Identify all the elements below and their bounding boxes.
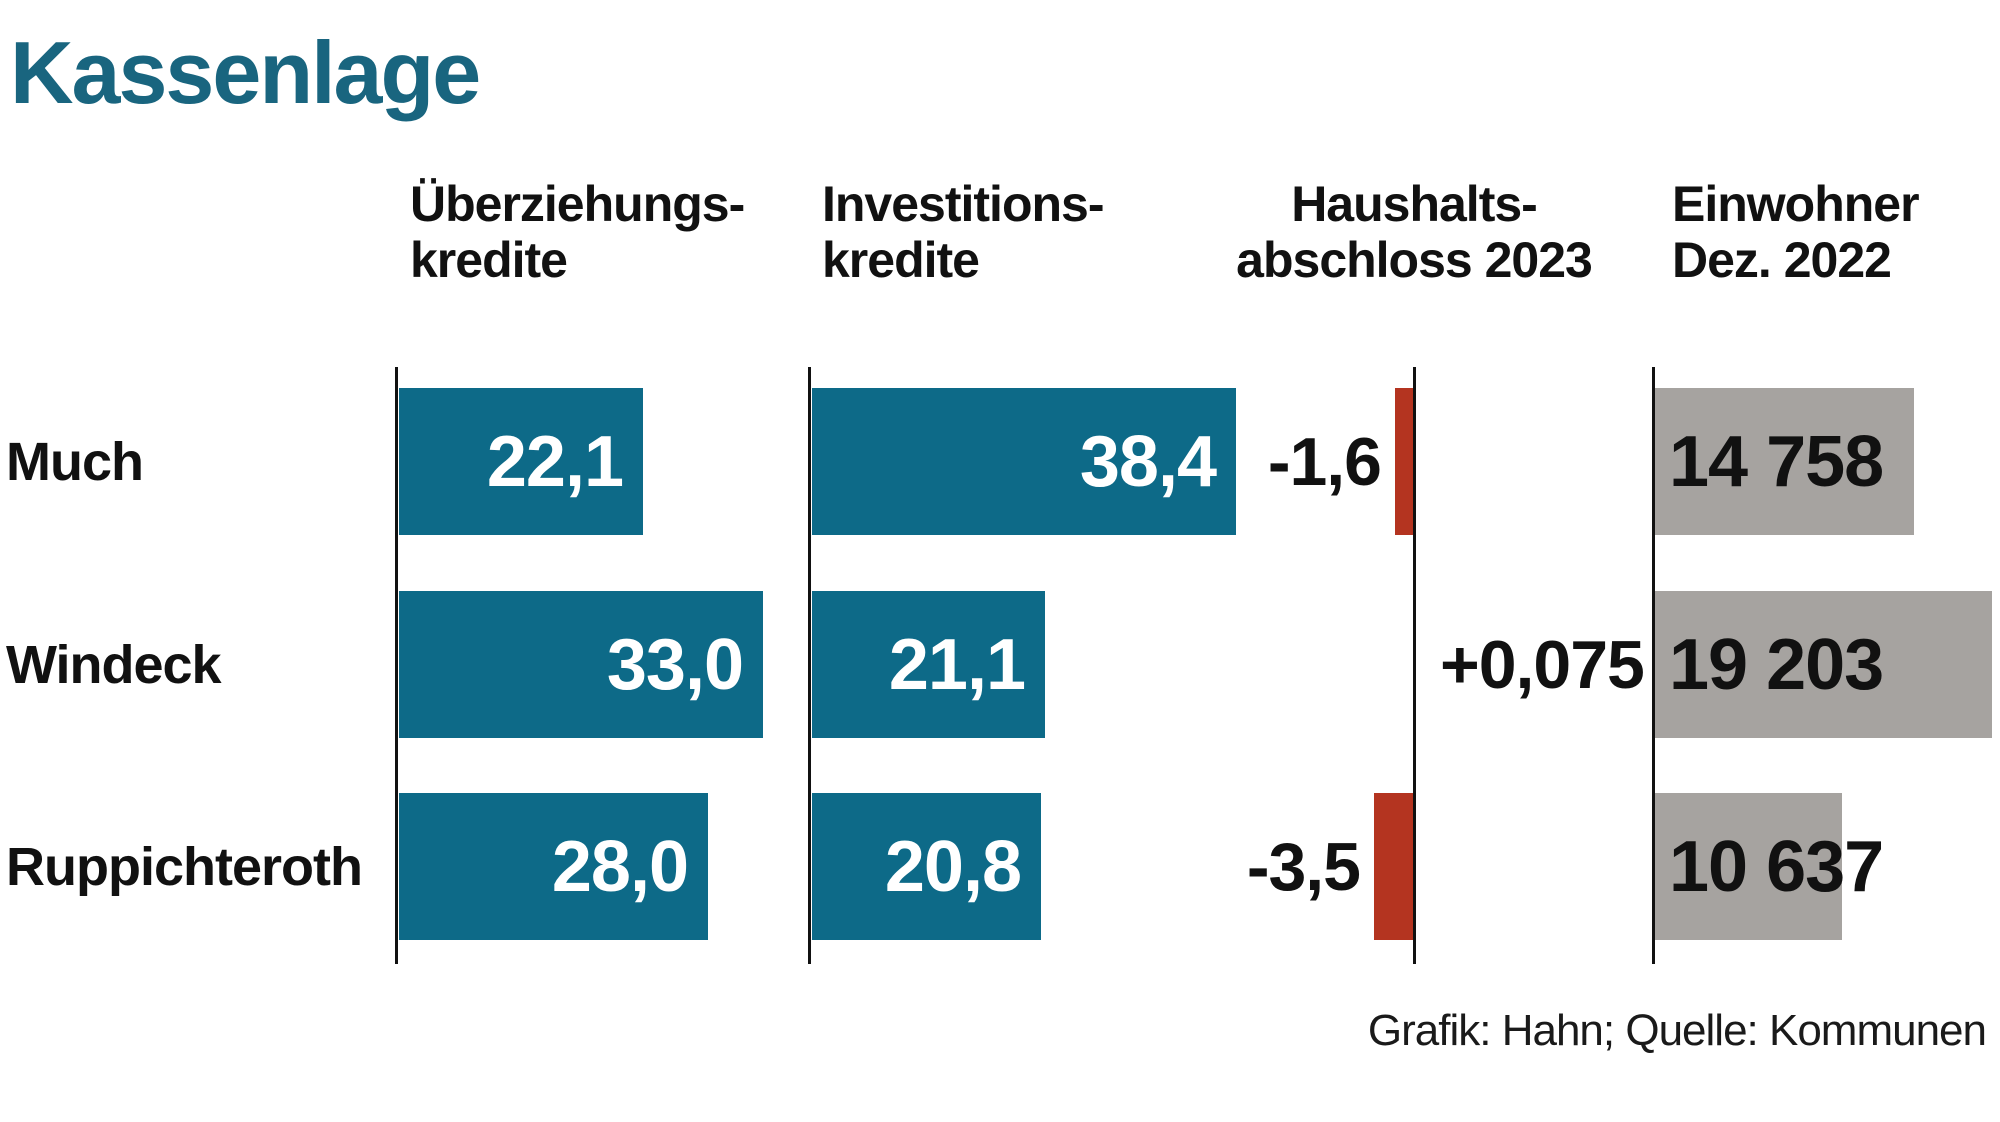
bar-value-label: 28,0 [551, 826, 689, 907]
column-header-line: Einwohner [1672, 176, 1920, 232]
bar-einwohner-windeck: 19 203 [1655, 591, 1992, 738]
column-header-einwohner: Einwohner Dez. 2022 [1672, 176, 1920, 288]
bar-investitionskredite-much: 38,4 [812, 388, 1236, 535]
bar-value-label: 21,1 [888, 624, 1026, 705]
bar-value-label: 38,4 [1079, 421, 1217, 502]
row-label-ruppichteroth: Ruppichteroth [6, 836, 363, 897]
bar-einwohner-ruppichteroth: 10 637 [1655, 793, 1884, 940]
value-haushaltsabschluss-much: -1,6 [1267, 423, 1382, 500]
bar-value-label: 20,8 [884, 826, 1022, 907]
axis-haushaltsabschluss [1413, 367, 1416, 964]
column-header-line: Haushalts- [1291, 176, 1538, 232]
column-header-haushaltsabschluss: Haushalts- abschloss 2023 [1236, 176, 1593, 288]
column-header-line: abschloss 2023 [1236, 232, 1593, 288]
column-header-investitionskredite: Investitions- kredite [822, 176, 1104, 288]
value-haushaltsabschluss-ruppichteroth: -3,5 [1246, 828, 1361, 905]
axis-ueberziehungskredite [395, 367, 398, 964]
bar-value-label: 14 758 [1669, 421, 1884, 502]
column-header-line: Dez. 2022 [1672, 232, 1892, 288]
bar-ueberziehungskredite-much: 22,1 [399, 388, 643, 535]
bar-ueberziehungskredite-ruppichteroth: 28,0 [399, 793, 708, 940]
bar-investitionskredite-windeck: 21,1 [812, 591, 1045, 738]
row-label-much: Much [6, 431, 144, 492]
bar-value-label: 10 637 [1669, 826, 1884, 907]
column-header-line: kredite [822, 232, 980, 288]
column-header-ueberziehungskredite: Überziehungs- kredite [410, 176, 745, 288]
row-label-windeck: Windeck [6, 634, 222, 695]
bar-value-label: 33,0 [606, 624, 744, 705]
bar-value-label: 19 203 [1669, 624, 1884, 705]
bar-haushaltsabschluss-ruppichteroth [1374, 793, 1413, 940]
column-header-line: kredite [410, 232, 568, 288]
bar-haushaltsabschluss-much [1395, 388, 1413, 535]
axis-investitionskredite [808, 367, 811, 964]
axis-einwohner [1652, 367, 1655, 964]
value-haushaltsabschluss-windeck: +0,075 [1440, 626, 1645, 703]
column-header-line: Investitions- [822, 176, 1104, 232]
column-header-line: Überziehungs- [410, 176, 745, 232]
bar-ueberziehungskredite-windeck: 33,0 [399, 591, 763, 738]
source-credit: Grafik: Hahn; Quelle: Kommunen [1367, 1006, 1987, 1055]
bar-investitionskredite-ruppichteroth: 20,8 [812, 793, 1041, 940]
chart-title: Kassenlage [10, 23, 481, 122]
bar-value-label: 22,1 [486, 421, 624, 502]
bar-einwohner-much: 14 758 [1655, 388, 1914, 535]
